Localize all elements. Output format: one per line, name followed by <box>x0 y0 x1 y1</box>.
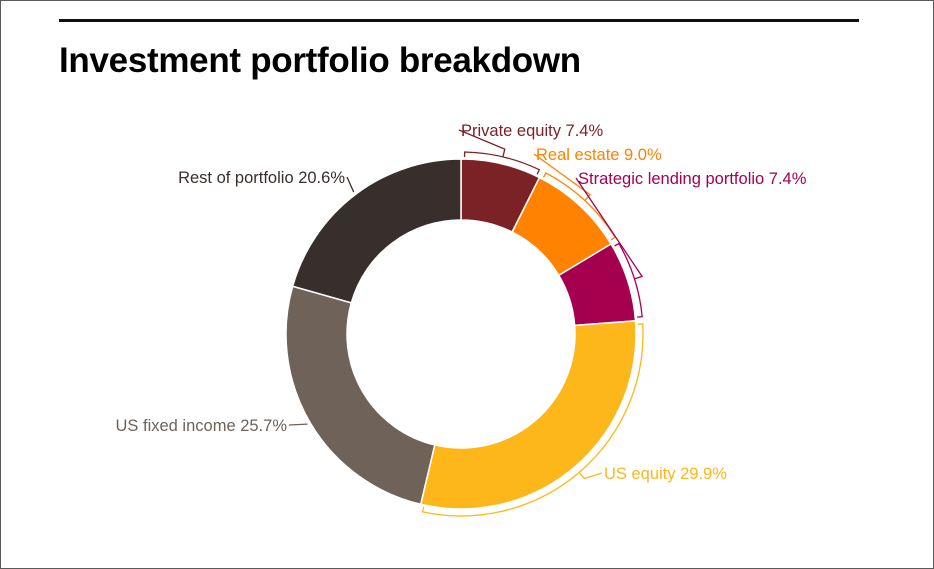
label-us-equity: US equity 29.9% <box>604 465 727 483</box>
label-us-fixed-income: US fixed income 25.7% <box>115 417 287 435</box>
label-rest-of-portfolio: Rest of portfolio 20.6% <box>178 169 345 187</box>
annotation-us-fixed-income: US fixed income 25.7% <box>115 417 308 435</box>
slice-rest-of-portfolio <box>291 158 462 304</box>
annotation-us-equity: US equity 29.9% <box>421 323 727 517</box>
annotation-private-equity: Private equity 7.4% <box>458 122 603 175</box>
slice-us-fixed-income <box>285 285 436 506</box>
top-rule <box>59 19 859 22</box>
label-real-estate: Real estate 9.0% <box>536 146 662 164</box>
label-private-equity: Private equity 7.4% <box>461 122 603 140</box>
chart-title: Investment portfolio breakdown <box>59 41 581 80</box>
slice-us-equity <box>419 320 637 510</box>
label-strategic-lending-portfolio: Strategic lending portfolio 7.4% <box>578 170 807 188</box>
annotation-rest-of-portfolio: Rest of portfolio 20.6% <box>178 169 355 193</box>
annotation-strategic-lending-portfolio: Strategic lending portfolio 7.4% <box>575 170 807 318</box>
